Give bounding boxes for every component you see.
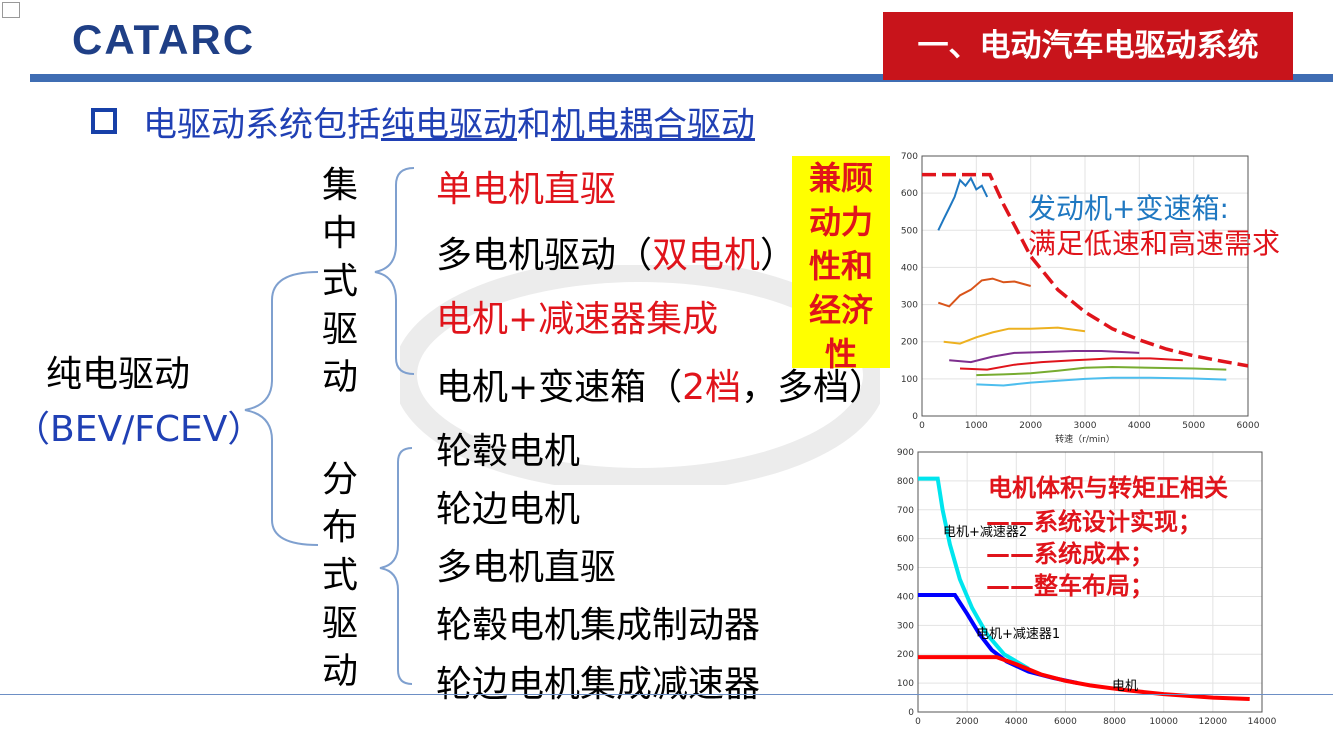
x-tick-label: 1000 <box>965 421 988 431</box>
y-tick-label: 400 <box>901 263 918 273</box>
tree-brackets <box>244 167 415 685</box>
y-tick-label: 100 <box>901 375 918 385</box>
central-drive-label: 集中式驱动 <box>321 165 358 398</box>
bullet-text: 电驱动系统包括纯电驱动和机电耦合驱动 <box>143 97 755 146</box>
distributed-drive-label: 分布式驱动 <box>321 459 358 692</box>
watermark-logo <box>400 265 880 485</box>
highlight-note: 兼顾 动力 性和 经济性 <box>792 156 890 373</box>
bullet-prefix: 电驱动系统包括 <box>143 105 381 145</box>
x-tick-label: 10000 <box>1149 717 1178 727</box>
series-line-3 <box>918 655 1250 701</box>
x-tick-label: 2000 <box>956 717 979 727</box>
x-tick-label: 0 <box>919 421 925 431</box>
root-label: 纯电驱动 <box>46 354 191 395</box>
y-tick-label: 700 <box>901 152 918 162</box>
slide-title: 一、电动汽车电驱动系统 <box>883 12 1293 80</box>
y-tick-label: 300 <box>897 621 914 631</box>
motor-note-item: ——系统成本； <box>986 540 1154 568</box>
y-tick-label: 0 <box>912 412 918 422</box>
small-corner-icon <box>2 2 20 18</box>
series-line-2 <box>937 176 989 231</box>
root-sublabel: （BEV/FCEV） <box>14 409 264 450</box>
distributed-item: 轮边电机 <box>436 489 581 530</box>
motor-note-item: ——整车布局； <box>986 572 1154 600</box>
x-tick-label: 2000 <box>1019 421 1042 431</box>
x-tick-label: 6000 <box>1237 421 1260 431</box>
catarc-logo: CATARC <box>72 16 256 63</box>
x-tick-label: 4000 <box>1128 421 1151 431</box>
series-label-reducer2: 电机+减速器2 <box>943 525 1027 540</box>
central-item-motor-reducer: 电机+减速器集成 <box>436 299 719 340</box>
central-item-single-motor: 单电机直驱 <box>436 169 617 210</box>
x-tick-label: 6000 <box>1054 717 1077 727</box>
y-tick-label: 900 <box>897 448 914 458</box>
x-tick-label: 8000 <box>1103 717 1126 727</box>
series-line-8 <box>976 376 1227 387</box>
x-tick-label: 12000 <box>1199 717 1228 727</box>
central-item-motor-gearbox: 电机+变速箱（2档，多档） <box>436 367 886 408</box>
y-tick-label: 400 <box>897 592 914 602</box>
series-label-reducer1: 电机+减速器1 <box>976 627 1060 642</box>
x-axis-label: 转速（r/min） <box>1055 433 1115 445</box>
y-tick-label: 200 <box>897 650 914 660</box>
series-line-7 <box>976 365 1227 377</box>
distributed-item: 轮毂电机集成制动器 <box>436 605 761 646</box>
distributed-item: 多电机直驱 <box>436 547 617 588</box>
bullet-square-icon <box>91 108 117 134</box>
engine-gearbox-chart: 0 1000 2000 3000 4000 5000 6000 0 100 200 300 400 50… <box>901 152 1260 445</box>
link-pure-electric[interactable]: 纯电驱动 <box>381 105 517 145</box>
y-tick-label: 600 <box>897 535 914 545</box>
engine-note-line2: 满足低速和高速需求 <box>1028 227 1281 260</box>
motor-note-title: 电机体积与转矩正相关 <box>988 474 1228 502</box>
x-tick-label: 0 <box>915 717 921 727</box>
motor-note-item: ——系统设计实现； <box>986 508 1202 536</box>
series-line-3 <box>937 277 1031 308</box>
y-tick-label: 500 <box>897 564 914 574</box>
y-tick-label: 300 <box>901 301 918 311</box>
y-tick-label: 100 <box>897 679 914 689</box>
series-line-4 <box>943 326 1086 345</box>
y-tick-label: 500 <box>901 226 918 236</box>
series-line-1 <box>922 172 1249 368</box>
central-item-multi-motor: 多电机驱动（双电机） <box>436 235 797 276</box>
x-tick-label: 3000 <box>1074 421 1097 431</box>
bullet-joiner: 和 <box>517 105 551 145</box>
y-tick-label: 800 <box>897 477 914 487</box>
footer-rule <box>0 694 1333 695</box>
distributed-item: 轮毂电机 <box>436 431 581 472</box>
series-line-5 <box>949 350 1140 364</box>
series-line-1 <box>918 476 1030 671</box>
x-tick-label: 4000 <box>1005 717 1028 727</box>
link-electromechanical[interactable]: 机电耦合驱动 <box>551 105 755 145</box>
distributed-item: 轮边电机集成减速器 <box>436 664 761 705</box>
series-label-motor: 电机 <box>1112 679 1138 694</box>
x-tick-label: 14000 <box>1248 717 1277 727</box>
x-tick-label: 5000 <box>1182 421 1205 431</box>
header-rule <box>30 74 1333 82</box>
y-tick-label: 700 <box>897 506 914 516</box>
y-tick-label: 200 <box>901 338 918 348</box>
series-line-6 <box>959 357 1183 371</box>
motor-reducer-chart: 0 2000 4000 6000 8000 10000 12000 14000 0 100 200 3… <box>897 448 1277 727</box>
y-tick-label: 600 <box>901 189 918 199</box>
engine-note-line1: 发动机+变速箱: <box>1028 192 1229 225</box>
y-tick-label: 0 <box>908 708 914 718</box>
